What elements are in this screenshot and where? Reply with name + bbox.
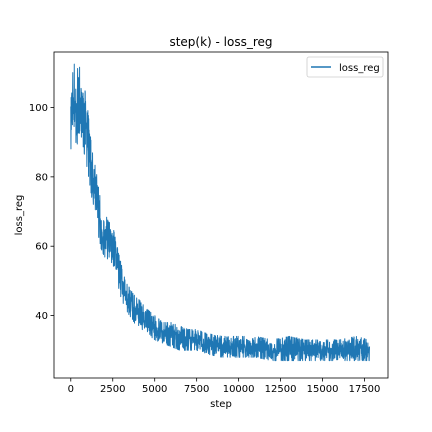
y-axis-label: loss_reg <box>14 195 25 236</box>
y-tick-label: 100 <box>29 103 48 114</box>
x-tick-label: 5000 <box>142 384 167 395</box>
legend-box <box>306 56 384 78</box>
x-tick-label: 17500 <box>349 384 381 395</box>
plot-frame <box>53 51 389 379</box>
series-line-loss-reg <box>70 63 371 362</box>
y-tick-label: 60 <box>35 242 48 253</box>
legend-label: loss_reg <box>339 63 380 74</box>
series-layer <box>70 63 371 362</box>
x-tick-label: 12500 <box>265 384 297 395</box>
x-tick-label: 2500 <box>100 384 125 395</box>
y-tick-label: 80 <box>35 172 48 183</box>
x-tick-label: 0 <box>68 384 74 395</box>
plot-area-background <box>54 52 388 378</box>
y-tick-label: 40 <box>35 311 48 322</box>
x-tick-label: 15000 <box>307 384 339 395</box>
legend: loss_reg <box>306 56 384 78</box>
y-axis-ticks: 40 60 80 100 <box>29 103 54 322</box>
x-tick-label: 10000 <box>223 384 255 395</box>
x-axis-ticks: 0 2500 5000 7500 10000 12500 15000 17500 <box>68 378 381 395</box>
chart-title: step(k) - loss_reg <box>169 35 272 49</box>
x-tick-label: 7500 <box>184 384 209 395</box>
x-axis-label: step <box>210 399 232 410</box>
